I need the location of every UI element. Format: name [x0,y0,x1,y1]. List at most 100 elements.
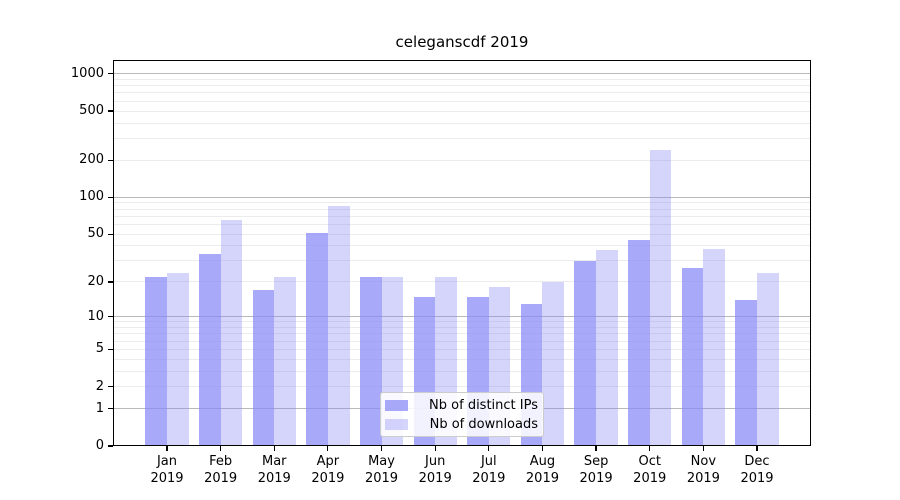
legend-item-distinct-ips: Nb of distinct IPs [385,396,538,415]
gridline-minor [113,215,811,217]
legend-swatch-distinct-ips [385,399,408,411]
gridline-minor [113,85,811,87]
gridline-minor [113,78,811,80]
x-tick-year-label: 2019 [740,471,774,486]
y-axis-tick [108,196,113,198]
x-tick-label-jul: Jul 2019 [461,453,517,487]
bar-dec-downloads [757,272,779,446]
gridline-minor [113,100,811,102]
y-tick-label: 20 [87,273,104,289]
legend: Nb of distinct IPs Nb of downloads [380,392,544,437]
y-axis-tick [108,348,113,351]
y-axis-tick [108,281,113,283]
y-axis-tick [108,386,113,388]
bar-nov-downloads [703,248,725,446]
x-tick-label-nov: Nov 2019 [675,453,731,487]
y-axis-tick [108,159,113,161]
gridline-minor [113,223,811,225]
x-tick-year-label: 2019 [579,471,613,486]
bar-mar-distinct-ips [252,290,275,446]
gridline-minor [113,245,811,247]
x-axis-tick [380,446,383,451]
x-axis-tick [273,446,275,451]
x-tick-year-label: 2019 [311,471,345,486]
gridline-minor [113,202,811,204]
gridline-minor [113,358,811,360]
x-tick-year-label: 2019 [364,471,399,486]
x-tick-label-may: May 2019 [354,453,410,487]
x-tick-year-label: 2019 [686,471,720,486]
bar-apr-distinct-ips [306,233,328,446]
gridline-major [113,196,811,198]
x-tick-year-label: 2019 [204,471,238,486]
bar-mar-downloads [274,277,296,446]
bar-feb-distinct-ips [199,254,221,446]
gridline-minor [113,233,811,235]
gridline-minor [113,137,811,139]
gridline-minor [113,321,811,323]
x-tick-label-oct: Oct 2019 [622,453,678,487]
legend-swatch-downloads [385,418,408,430]
x-tick-label-jan: Jan 2019 [139,453,195,487]
gridline-minor [113,92,811,94]
bar-aug-downloads [542,281,565,446]
x-tick-label-aug: Aug 2019 [514,453,570,487]
y-tick-label: 50 [87,226,104,242]
x-tick-year-label: 2019 [633,471,667,486]
legend-item-downloads: Nb of downloads [385,415,538,434]
bar-jan-distinct-ips [145,277,167,446]
x-tick-year-label: 2019 [418,471,452,486]
bar-jan-downloads [167,272,189,446]
x-tick-label-apr: Apr 2019 [300,453,356,487]
y-axis-tick [108,110,113,112]
y-tick-label: 0 [95,438,104,453]
x-axis-tick [220,446,222,451]
gridline-major [113,316,811,318]
y-axis-tick [108,233,113,235]
gridline-minor [113,208,811,210]
gridline-minor [113,327,811,329]
x-axis-tick [327,446,329,451]
y-tick-label: 2 [95,378,104,394]
gridline-minor [113,348,811,350]
gridline-minor [113,370,811,372]
x-axis-tick [649,446,651,451]
x-axis-tick [756,446,758,451]
gridline-minor [113,333,811,335]
bar-dec-distinct-ips [735,300,757,446]
x-axis-tick [434,446,436,451]
x-axis-tick [166,446,168,451]
bar-may-distinct-ips [359,277,382,446]
y-tick-label: 500 [79,103,104,118]
y-tick-label: 1000 [70,65,104,81]
bar-apr-downloads [327,205,350,446]
bar-oct-downloads [649,150,672,446]
x-tick-label-dec: Dec 2019 [729,453,785,487]
y-tick-label: 100 [79,189,104,205]
bar-sep-downloads [596,249,618,446]
y-axis-tick [108,445,113,447]
y-tick-label: 1 [95,400,104,416]
gridline-minor [113,260,811,262]
x-tick-label-mar: Mar 2019 [246,453,302,487]
x-tick-year-label: 2019 [525,471,559,486]
x-tick-label-feb: Feb 2019 [193,453,249,487]
x-axis-tick [595,446,597,451]
y-tick-label: 200 [79,152,104,168]
bar-feb-downloads [220,220,243,446]
x-tick-label-sep: Sep 2019 [568,453,624,487]
gridline-minor [113,340,811,342]
x-tick-year-label: 2019 [150,471,184,486]
bar-oct-distinct-ips [628,239,650,446]
y-tick-label: 10 [87,308,104,324]
gridline-minor [113,159,811,161]
bar-nov-distinct-ips [681,268,704,446]
gridline-major [113,73,811,75]
gridline-minor [113,110,811,112]
y-axis-tick [108,73,113,75]
x-axis-tick [541,446,544,451]
x-axis-tick [488,446,490,451]
chart-title: celeganscdf 2019 [395,33,529,51]
y-axis-tick [108,316,113,318]
